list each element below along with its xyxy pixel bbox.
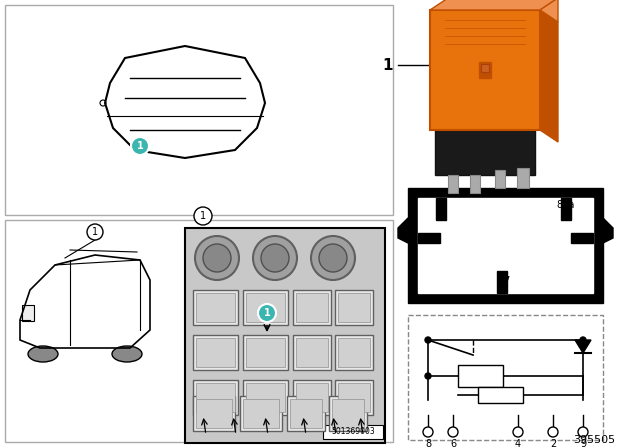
Text: 1: 1 (92, 227, 98, 237)
Bar (436, 198, 446, 220)
Bar (293, 335, 331, 370)
Circle shape (425, 337, 431, 343)
Text: 8: 8 (425, 439, 431, 448)
Text: 87: 87 (499, 276, 511, 286)
Text: 9: 9 (580, 439, 586, 448)
Bar (479, 62, 491, 78)
Bar (323, 425, 383, 439)
Bar (435, 130, 535, 175)
Bar (293, 290, 331, 325)
Polygon shape (540, 0, 558, 22)
Circle shape (195, 236, 239, 280)
Circle shape (131, 137, 149, 155)
Polygon shape (603, 218, 613, 243)
Bar (335, 380, 373, 415)
Text: 87a: 87a (557, 200, 575, 210)
Circle shape (87, 224, 103, 240)
Bar (243, 380, 288, 415)
Bar (470, 175, 480, 193)
Bar (296, 338, 328, 367)
Text: 1: 1 (264, 308, 270, 318)
Bar (5, 220, 393, 442)
Circle shape (203, 244, 231, 272)
Bar (5, 5, 393, 215)
Bar (296, 383, 328, 412)
Text: 30: 30 (435, 200, 447, 210)
Bar (495, 170, 505, 188)
Text: 2: 2 (550, 439, 556, 448)
Circle shape (425, 373, 431, 379)
Text: 501369003: 501369003 (331, 427, 375, 436)
Text: 85: 85 (424, 235, 436, 245)
Bar (22, 305, 34, 321)
Bar (293, 380, 331, 415)
Bar (240, 396, 282, 431)
Polygon shape (398, 218, 408, 243)
Bar (517, 168, 529, 188)
Bar (193, 396, 235, 431)
Bar (193, 380, 238, 415)
Bar (290, 399, 322, 428)
Circle shape (513, 427, 523, 437)
Text: 6: 6 (450, 439, 456, 448)
Bar (185, 228, 385, 443)
Text: 86: 86 (575, 235, 587, 245)
Ellipse shape (28, 346, 58, 362)
Circle shape (578, 427, 588, 437)
Bar (193, 335, 238, 370)
Bar (448, 175, 458, 193)
Text: 1: 1 (136, 141, 143, 151)
Circle shape (311, 236, 355, 280)
Bar (338, 338, 370, 367)
Polygon shape (430, 0, 558, 10)
Circle shape (253, 236, 297, 280)
Bar (418, 198, 593, 293)
Bar (338, 293, 370, 322)
Bar (243, 399, 279, 428)
Text: 1: 1 (383, 57, 393, 73)
Bar (193, 290, 238, 325)
Circle shape (194, 207, 212, 225)
Bar (408, 188, 603, 303)
Bar (243, 335, 288, 370)
Polygon shape (575, 340, 591, 353)
Bar (332, 399, 364, 428)
Bar (246, 293, 285, 322)
Bar (196, 399, 232, 428)
Bar (338, 383, 370, 412)
Circle shape (319, 244, 347, 272)
Bar (571, 233, 593, 243)
Bar (561, 198, 571, 220)
Circle shape (423, 427, 433, 437)
Bar (481, 64, 489, 72)
Text: 395505: 395505 (573, 435, 615, 445)
Bar (196, 338, 235, 367)
Bar (243, 290, 288, 325)
Bar (430, 10, 540, 130)
Bar (497, 271, 507, 293)
Bar (196, 293, 235, 322)
Circle shape (448, 427, 458, 437)
Circle shape (548, 427, 558, 437)
Circle shape (580, 337, 586, 343)
Bar (458, 365, 503, 387)
Bar (296, 293, 328, 322)
Circle shape (261, 244, 289, 272)
Bar (329, 396, 367, 431)
Bar (335, 290, 373, 325)
Bar (478, 387, 523, 403)
Bar (246, 383, 285, 412)
Bar (418, 233, 440, 243)
Circle shape (258, 304, 276, 322)
Bar (335, 335, 373, 370)
Bar (246, 338, 285, 367)
Ellipse shape (112, 346, 142, 362)
Polygon shape (540, 10, 558, 142)
Bar (287, 396, 325, 431)
Text: 1: 1 (200, 211, 206, 221)
Bar (196, 383, 235, 412)
Bar (408, 315, 603, 440)
Text: 4: 4 (515, 439, 521, 448)
